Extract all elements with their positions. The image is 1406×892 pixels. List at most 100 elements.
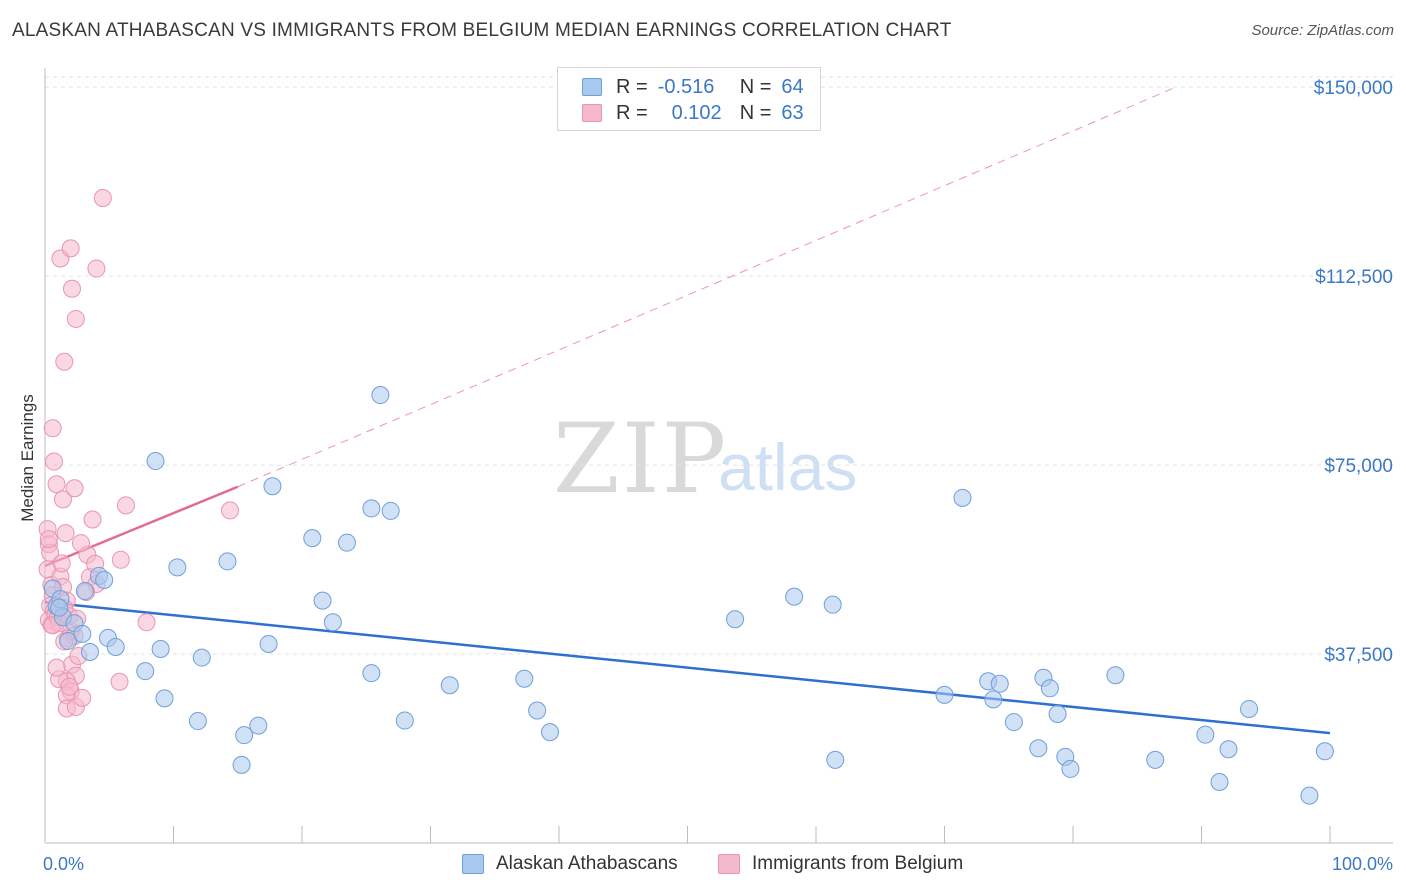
point-athabascan: [1040, 679, 1059, 698]
point-athabascan: [1029, 739, 1048, 758]
point-athabascan: [1004, 713, 1023, 732]
point-athabascan: [1146, 750, 1165, 769]
y-tick-label: $112,500: [1315, 267, 1393, 288]
point-belgium: [43, 419, 62, 438]
point-athabascan: [146, 452, 165, 471]
point-belgium: [221, 501, 240, 520]
point-athabascan: [136, 662, 155, 681]
point-belgium: [52, 554, 71, 573]
point-athabascan: [168, 558, 187, 577]
point-belgium: [110, 672, 129, 691]
point-belgium: [39, 530, 58, 549]
point-belgium: [87, 259, 106, 278]
points-layer: [38, 189, 1334, 805]
point-athabascan: [1196, 725, 1215, 744]
point-athabascan: [59, 631, 78, 650]
point-athabascan: [1315, 742, 1334, 761]
point-athabascan: [541, 723, 560, 742]
point-athabascan: [192, 648, 211, 667]
point-athabascan: [785, 587, 804, 606]
legend-swatch-blue: [582, 78, 602, 96]
legend-r-value: -0.516: [657, 75, 715, 98]
point-athabascan: [95, 570, 114, 589]
y-tick-label: $37,500: [1324, 645, 1393, 666]
point-belgium: [44, 452, 63, 471]
point-belgium: [56, 524, 75, 543]
point-athabascan: [984, 690, 1003, 709]
point-athabascan: [1210, 773, 1229, 792]
point-athabascan: [75, 582, 94, 601]
point-athabascan: [823, 595, 842, 614]
legend-r-value: 0.102: [671, 101, 722, 124]
bottom-legend-swatch-pink: [718, 854, 740, 874]
point-belgium: [137, 613, 156, 632]
watermark-atlas: atlas: [718, 430, 857, 504]
trend-line-belgium: [44, 485, 239, 568]
point-belgium: [116, 496, 135, 515]
point-athabascan: [1061, 759, 1080, 778]
point-belgium: [53, 490, 72, 509]
point-belgium: [71, 534, 90, 553]
point-belgium: [83, 510, 102, 529]
point-athabascan: [249, 716, 268, 735]
point-athabascan: [440, 676, 459, 695]
point-athabascan: [953, 488, 972, 507]
point-athabascan: [1240, 699, 1259, 718]
point-athabascan: [990, 674, 1009, 693]
point-belgium: [73, 688, 92, 707]
y-axis-label: Median Earnings: [18, 394, 37, 522]
bottom-legend-label: Immigrants from Belgium: [752, 853, 964, 874]
point-athabascan: [528, 701, 547, 720]
point-athabascan: [151, 640, 170, 658]
bottom-legend-swatch-blue: [462, 854, 484, 874]
grid-layer: [45, 76, 1393, 655]
stats-legend: R = -0.516 N = 64 R = 0.102 N = 63: [557, 67, 821, 131]
point-belgium: [66, 309, 85, 328]
point-athabascan: [313, 591, 332, 610]
point-athabascan: [323, 613, 342, 632]
point-belgium: [111, 550, 130, 569]
point-athabascan: [106, 637, 125, 656]
axis-layer: $37,500 $75,000 $112,500 $150,000: [44, 68, 1393, 844]
bottom-legend-label: Alaskan Athabascans: [496, 853, 678, 874]
point-belgium: [47, 658, 66, 677]
point-belgium: [62, 279, 81, 298]
point-athabascan: [50, 598, 69, 617]
y-tick-label: $150,000: [1314, 78, 1393, 99]
point-athabascan: [826, 750, 845, 769]
x-tick-label-min: 0.0%: [43, 854, 84, 874]
point-athabascan: [188, 712, 207, 731]
point-athabascan: [362, 499, 381, 518]
trend-layer: [44, 86, 1331, 735]
trend-line-belgium-extrapolated: [237, 86, 1176, 488]
point-athabascan: [1106, 666, 1125, 685]
point-athabascan: [1048, 705, 1067, 724]
point-belgium: [65, 479, 84, 498]
source-credit: Source: ZipAtlas.com: [1251, 22, 1394, 39]
trend-line-athabascans: [44, 600, 1331, 735]
point-athabascan: [515, 669, 534, 688]
legend-n-value: 63: [781, 101, 804, 124]
point-athabascan: [337, 533, 356, 552]
point-belgium: [60, 677, 79, 696]
point-athabascan: [1300, 786, 1319, 805]
watermark-zip: ZIP: [553, 403, 728, 515]
point-athabascan: [935, 685, 954, 704]
legend-row-athabascans: R = -0.516 N = 64: [582, 75, 804, 99]
point-athabascan: [232, 755, 251, 774]
x-tick-label-max: 100.0%: [1332, 854, 1393, 874]
point-belgium: [61, 239, 80, 258]
point-athabascan: [259, 634, 278, 653]
point-belgium: [47, 475, 66, 494]
legend-r-label: R =: [616, 75, 648, 98]
y-tick-label: $75,000: [1324, 456, 1393, 477]
point-athabascan: [235, 726, 254, 745]
point-athabascan: [395, 711, 414, 730]
legend-r-label: R =: [616, 101, 648, 124]
point-athabascan: [381, 501, 400, 520]
point-athabascan: [263, 477, 282, 496]
legend-swatch-pink: [582, 104, 602, 122]
bottom-legend-belgium: Immigrants from Belgium: [718, 852, 963, 876]
point-athabascan: [371, 386, 390, 405]
